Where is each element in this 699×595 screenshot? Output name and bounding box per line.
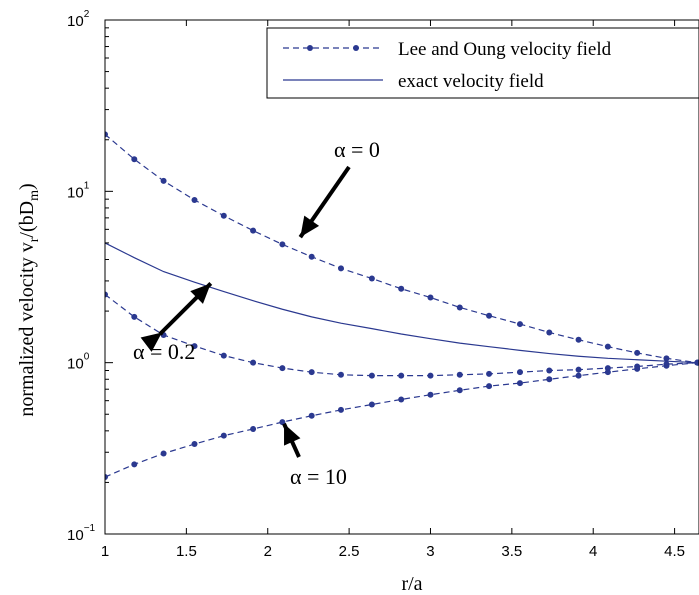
series-point bbox=[456, 371, 463, 378]
series-point bbox=[191, 197, 198, 204]
series-point bbox=[398, 372, 405, 379]
series-point bbox=[160, 177, 167, 184]
series-point bbox=[427, 391, 434, 398]
series-point bbox=[131, 313, 138, 320]
series-point bbox=[634, 349, 641, 356]
series-point bbox=[220, 212, 227, 219]
series-point bbox=[604, 343, 611, 350]
series-point bbox=[220, 352, 227, 359]
x-tick-label: 2.5 bbox=[339, 543, 360, 560]
series-point bbox=[456, 304, 463, 311]
series-point bbox=[250, 426, 257, 433]
series-point bbox=[308, 412, 315, 419]
y-tick-label: 10−1 bbox=[67, 523, 96, 544]
series-point bbox=[546, 376, 553, 383]
ticks-layer: 1 1.5 2 2.5 3 3.5 4 4.5 10−1 100 101 102 bbox=[67, 9, 685, 560]
series-point bbox=[105, 474, 108, 481]
series-point bbox=[191, 343, 198, 350]
series-point bbox=[604, 365, 611, 372]
series-point bbox=[486, 383, 493, 390]
axes-layer bbox=[104, 19, 699, 535]
series-line bbox=[105, 362, 698, 478]
series-layer bbox=[105, 131, 699, 481]
x-tick-label: 4 bbox=[589, 543, 597, 560]
series-point bbox=[105, 131, 108, 138]
series-point bbox=[368, 401, 375, 408]
series-point bbox=[368, 372, 375, 379]
y-tick-label: 100 bbox=[67, 352, 90, 373]
arrow-head bbox=[140, 332, 162, 352]
series-point bbox=[279, 241, 286, 248]
legend-box bbox=[266, 27, 699, 99]
series-point bbox=[368, 275, 375, 282]
x-tick-label: 2 bbox=[264, 543, 272, 560]
legend: Lee and Oung velocity field exact veloci… bbox=[266, 27, 699, 99]
series-line bbox=[105, 133, 698, 364]
x-tick-label: 1.5 bbox=[176, 543, 197, 560]
series-point bbox=[427, 372, 434, 379]
series-point bbox=[308, 369, 315, 376]
annotation-alpha-0: α = 0 bbox=[334, 137, 380, 162]
series-point bbox=[131, 461, 138, 468]
series-point bbox=[575, 366, 582, 373]
legend-marker bbox=[353, 45, 359, 51]
x-tick-label: 3.5 bbox=[501, 543, 522, 560]
series-point bbox=[634, 365, 641, 372]
series-point bbox=[337, 371, 344, 378]
x-tick-label: 1 bbox=[101, 543, 109, 560]
series-point bbox=[398, 285, 405, 292]
series-point bbox=[337, 406, 344, 413]
arrow-head bbox=[190, 283, 211, 304]
series-point bbox=[308, 253, 315, 260]
series-point bbox=[220, 432, 227, 439]
series-point bbox=[160, 450, 167, 457]
annotations: α = 0 α = 0.2 α = 10 bbox=[133, 137, 380, 489]
series-point bbox=[663, 355, 670, 362]
series-group bbox=[105, 359, 699, 481]
series-point bbox=[516, 369, 523, 376]
series-point bbox=[191, 441, 198, 448]
annotation-arrows bbox=[140, 165, 351, 458]
y-tick-label: 102 bbox=[67, 9, 90, 30]
y-tick-label: 101 bbox=[67, 180, 90, 201]
legend-entry-2: exact velocity field bbox=[398, 71, 544, 92]
series-point bbox=[546, 367, 553, 374]
series-point bbox=[663, 362, 670, 369]
legend-marker bbox=[307, 45, 313, 51]
series-point bbox=[105, 291, 108, 298]
series-point bbox=[575, 372, 582, 379]
series-point bbox=[546, 329, 553, 336]
series-point bbox=[250, 227, 257, 234]
series-point bbox=[604, 369, 611, 376]
annotation-alpha-10: α = 10 bbox=[290, 464, 347, 489]
x-tick-label: 3 bbox=[426, 543, 434, 560]
series-point bbox=[516, 380, 523, 387]
x-tick-label: 4.5 bbox=[664, 543, 685, 560]
legend-sample-dashed bbox=[283, 45, 383, 51]
series-group bbox=[105, 131, 699, 366]
arrow-head bbox=[300, 215, 320, 238]
series-point bbox=[456, 387, 463, 394]
series-point bbox=[279, 365, 286, 372]
series-point bbox=[694, 359, 699, 366]
legend-entry-1: Lee and Oung velocity field bbox=[398, 39, 612, 60]
arrow-head bbox=[284, 423, 301, 446]
series-point bbox=[250, 359, 257, 366]
plot-frame bbox=[104, 19, 699, 535]
series-point bbox=[398, 396, 405, 403]
series-point bbox=[575, 336, 582, 343]
series-point bbox=[427, 294, 434, 301]
series-line bbox=[105, 242, 698, 364]
y-axis-title: normalized velocity vr/(bDm) bbox=[16, 183, 42, 416]
series-point bbox=[279, 419, 286, 426]
series-point bbox=[131, 156, 138, 163]
series-point bbox=[516, 321, 523, 328]
series-point bbox=[486, 370, 493, 377]
series-group bbox=[105, 242, 698, 364]
x-axis-title: r/a bbox=[401, 573, 422, 595]
series-point bbox=[337, 265, 344, 272]
series-point bbox=[486, 312, 493, 319]
annotation-alpha-0-2: α = 0.2 bbox=[133, 339, 195, 364]
